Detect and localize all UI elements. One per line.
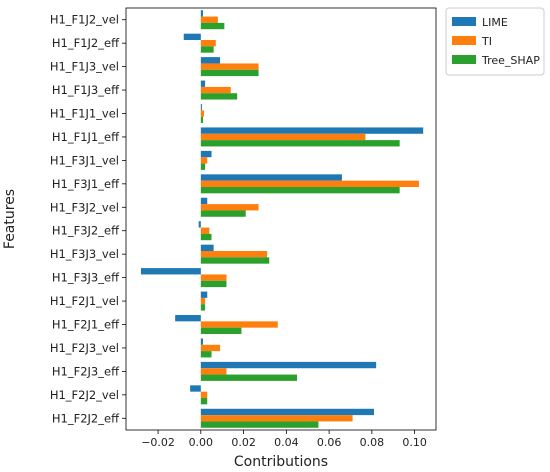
bar-lime-h1-f3j1-eff [200, 174, 342, 181]
bar-lime-h1-f1j1-vel [200, 104, 202, 111]
plot-area-border [125, 7, 437, 431]
y-tick-label: H1_F2J2_eff [52, 411, 120, 425]
bar-tree-shap-h1-f1j1-vel [200, 116, 203, 123]
bar-tree-shap-h1-f1j3-vel [200, 69, 259, 77]
x-tick-label: 0.04 [274, 436, 299, 449]
y-axis: H1_F1J2_vel H1_F1J2_eff H1_F1J3_vel H1_F1J3… [50, 13, 126, 425]
x-tick-label: 0.06 [317, 436, 342, 449]
x-tick-label: 0.08 [360, 436, 385, 449]
y-tick-label: H1_F1J3_vel [50, 60, 119, 74]
bar-tree-shap-h1-f2j3-vel [200, 351, 212, 358]
bar-tree-shap-h1-f3j1-vel [200, 163, 206, 170]
bar-tree-shap-h1-f2j1-eff [200, 327, 242, 334]
bar-ti-h1-f1j2-vel [200, 16, 218, 23]
x-axis-title: Contributions [234, 454, 328, 470]
bar-lime-h1-f1j2-eff [183, 33, 201, 41]
y-axis-title: Features [2, 189, 18, 249]
bar-ti-h1-f2j3-eff [200, 368, 227, 375]
bar-tree-shap-h1-f1j1-eff [200, 140, 400, 147]
legend-label: TI [481, 35, 492, 48]
bar-ti-h1-f2j3-vel [200, 344, 221, 352]
y-tick-label: H1_F2J1_eff [52, 318, 120, 332]
y-tick-label: H1_F1J2_vel [50, 13, 119, 27]
y-tick-label: H1_F1J2_eff [52, 36, 120, 50]
bar-tree-shap-h1-f3j2-vel [200, 210, 246, 217]
y-tick-label: H1_F3J1_eff [52, 177, 120, 191]
bar-ti-h1-f3j2-eff [200, 227, 210, 234]
bar-tree-shap-h1-f2j1-vel [200, 304, 206, 311]
bar-ti-h1-f3j1-vel [200, 157, 208, 164]
bar-ti-h1-f3j3-eff [200, 274, 227, 281]
bar-lime-h1-f1j3-eff [200, 80, 206, 87]
y-tick-label: H1_F2J2_vel [50, 388, 119, 402]
bar-ti-h1-f3j3-vel [200, 251, 268, 258]
x-tick-label: −0.02 [141, 436, 175, 449]
bar-ti-h1-f3j1-eff [200, 180, 419, 187]
bar-tree-shap-h1-f1j2-eff [200, 46, 214, 53]
x-tick-label: 0.10 [402, 436, 427, 449]
bar-lime-h1-f1j2-vel [200, 10, 203, 17]
bar-lime-h1-f3j2-vel [200, 197, 208, 205]
bars-layer [140, 10, 424, 428]
legend-swatch-ti [452, 36, 476, 45]
bar-ti-h1-f1j3-vel [200, 63, 259, 70]
bar-lime-h1-f1j1-eff [200, 127, 424, 134]
y-tick-label: H1_F1J1_eff [52, 130, 120, 144]
legend-swatch-tree-shap [452, 55, 476, 64]
bar-tree-shap-h1-f1j3-eff [200, 93, 238, 100]
plot-frame [125, 7, 437, 431]
bar-ti-h1-f2j1-vel [200, 297, 206, 305]
bar-lime-h1-f2j3-vel [200, 338, 203, 345]
bar-lime-h1-f2j2-eff [200, 408, 374, 416]
bar-ti-h1-f1j2-eff [200, 40, 216, 47]
legend-label: LIME [482, 16, 508, 29]
y-tick-label: H1_F2J3_eff [52, 364, 120, 378]
bar-ti-h1-f3j2-vel [200, 204, 259, 211]
bar-lime-h1-f1j3-vel [200, 57, 221, 64]
bar-ti-h1-f2j2-vel [200, 391, 208, 398]
bar-tree-shap-h1-f3j3-eff [200, 280, 227, 288]
legend-swatch-lime [452, 17, 476, 26]
bar-lime-h1-f2j3-eff [200, 361, 377, 369]
y-tick-label: H1_F3J3_eff [52, 271, 120, 285]
bar-tree-shap-h1-f2j3-eff [200, 374, 298, 381]
legend-label: Tree_SHAP [481, 54, 540, 67]
y-tick-label: H1_F3J1_vel [50, 153, 119, 167]
bar-ti-h1-f2j1-eff [200, 321, 278, 328]
bar-lime-h1-f2j1-eff [175, 315, 201, 322]
bar-ti-h1-f1j1-vel [200, 110, 205, 117]
bar-ti-h1-f2j2-eff [200, 415, 353, 422]
bar-lime-h1-f3j1-vel [200, 150, 212, 158]
bar-lime-h1-f3j2-eff [198, 221, 201, 228]
bar-tree-shap-h1-f3j3-vel [200, 257, 270, 264]
y-tick-label: H1_F3J2_eff [52, 224, 120, 238]
y-tick-label: H1_F3J3_vel [50, 247, 119, 261]
x-tick-label: 0.02 [231, 436, 256, 449]
x-axis: −0.02 0.00 0.02 0.04 0.06 0.08 0.10 [141, 430, 427, 449]
bar-ti-h1-f1j1-eff [200, 133, 366, 141]
bar-ti-h1-f1j3-eff [200, 86, 231, 94]
bar-tree-shap-h1-f3j1-eff [200, 186, 400, 194]
bar-lime-h1-f2j1-vel [200, 291, 208, 298]
y-tick-label: H1_F1J1_vel [50, 107, 119, 121]
legend[interactable]: LIME TI Tree_SHAP [445, 7, 545, 76]
bar-lime-h1-f2j2-vel [190, 385, 201, 392]
bar-tree-shap-h1-f2j2-eff [200, 421, 319, 428]
y-tick-label: H1_F1J3_eff [52, 83, 120, 97]
bar-tree-shap-h1-f1j2-vel [200, 22, 225, 30]
bar-lime-h1-f3j3-vel [200, 244, 214, 252]
x-tick-label: 0.00 [189, 436, 214, 449]
bar-lime-h1-f3j3-eff [140, 268, 201, 275]
y-tick-label: H1_F3J2_vel [50, 200, 119, 214]
bar-tree-shap-h1-f3j2-eff [200, 233, 212, 241]
y-tick-label: H1_F2J3_vel [50, 341, 119, 355]
y-tick-label: H1_F2J1_vel [50, 294, 119, 308]
bar-tree-shap-h1-f2j2-vel [200, 397, 208, 405]
